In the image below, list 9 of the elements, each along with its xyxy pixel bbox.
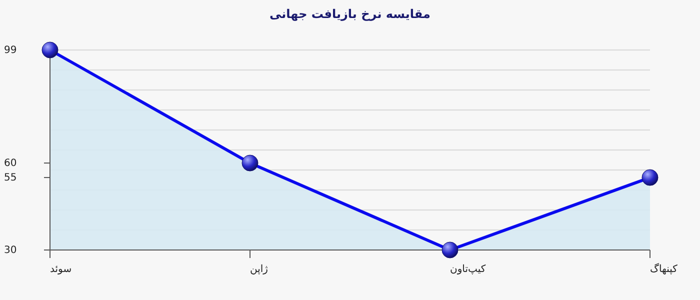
x-tick-label: سوئد — [50, 264, 72, 275]
y-tick-label: 60 — [4, 158, 17, 170]
x-tick-label: کیپ‌تاون — [450, 264, 486, 275]
x-tick-label: کپنهاگ — [650, 263, 678, 275]
x-tick-label: ژاپن — [250, 264, 268, 275]
y-tick-label: 55 — [4, 172, 17, 184]
chart-title: مقایسه نرخ بازیافت جهانی — [270, 7, 430, 21]
y-tick-label: 99 — [4, 45, 17, 56]
y-tick-label: 30 — [4, 245, 17, 256]
